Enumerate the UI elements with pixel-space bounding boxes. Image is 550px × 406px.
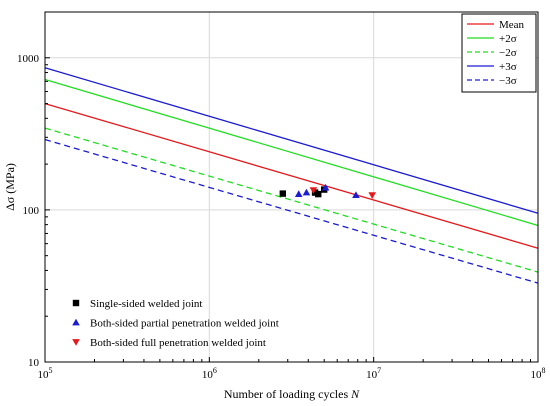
legend-label: +2σ — [499, 33, 517, 45]
series-line — [44, 78, 539, 227]
legend-label: Single-sided welded joint — [90, 298, 202, 310]
legend-label: Mean — [499, 19, 525, 31]
series-line — [44, 102, 539, 249]
legend-label: Both-sided full penetration welded joint — [90, 337, 266, 349]
data-point — [294, 190, 303, 197]
legend-label: Both-sided partial penetration welded jo… — [90, 318, 279, 330]
data-point — [309, 187, 318, 194]
plot-frame — [44, 11, 539, 363]
data-point — [368, 192, 377, 199]
axis-ticks — [44, 11, 539, 363]
x-tick-label: 106 — [202, 366, 217, 381]
x-tick-label: 107 — [366, 366, 381, 381]
data-point — [279, 190, 287, 197]
data-point — [302, 188, 311, 196]
y-tick-label: 100 — [23, 205, 40, 217]
lines-legend: Mean +2σ −2σ +3σ −3σ — [461, 13, 537, 93]
lines-legend-box — [461, 13, 537, 93]
data-point — [352, 191, 360, 199]
x-tick-label: 105 — [38, 366, 53, 381]
series-line — [44, 127, 539, 273]
legend-label: −3σ — [499, 75, 517, 87]
data-point — [315, 190, 322, 198]
data-point — [321, 183, 330, 191]
y-tick-labels: 10 100 1000 — [17, 53, 40, 369]
y-tick-label: 1000 — [17, 53, 40, 65]
legend-marker — [72, 339, 80, 346]
legend-label: +3σ — [499, 61, 517, 73]
series-line — [44, 138, 539, 284]
x-tick-labels: 105 106 107 108 — [38, 366, 546, 381]
legend-marker — [72, 299, 80, 307]
data-points — [279, 183, 377, 199]
grid — [45, 12, 538, 362]
x-tick-label: 108 — [531, 366, 546, 381]
series-line — [44, 67, 539, 214]
data-lines — [44, 67, 539, 284]
legend-marker — [72, 318, 80, 326]
points-legend: Single-sided welded joint Both-sided part… — [72, 298, 279, 349]
y-axis-label: Δσ (MPa) — [3, 163, 17, 211]
legend-label: −2σ — [499, 47, 517, 59]
x-axis-label: Number of loading cycles N — [224, 387, 360, 401]
y-tick-label: 10 — [28, 357, 40, 369]
